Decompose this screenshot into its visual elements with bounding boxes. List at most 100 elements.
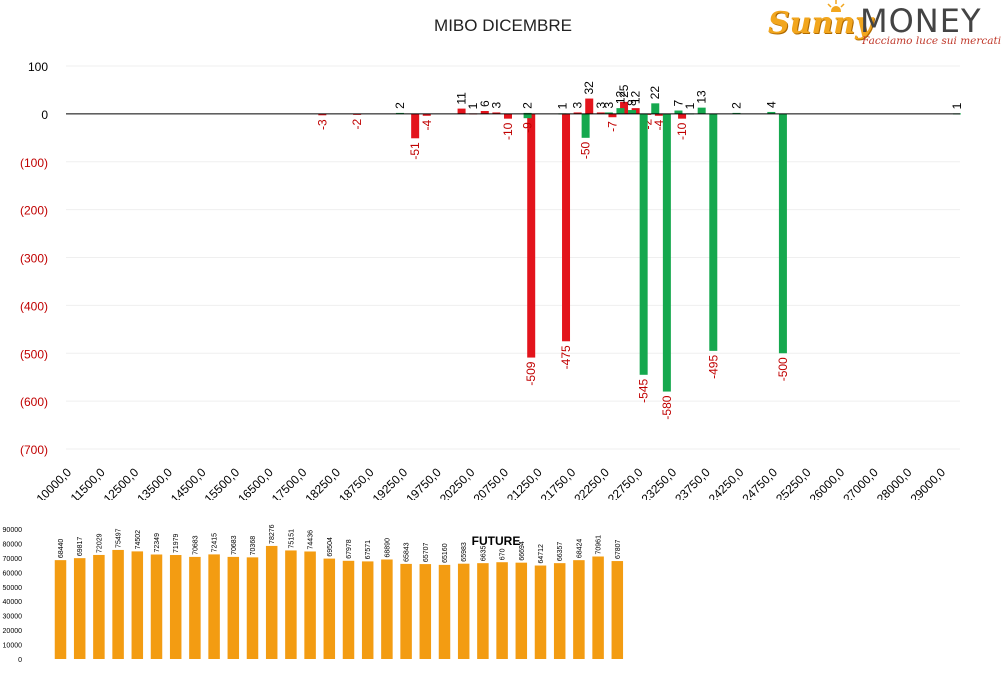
future-bar-label: 75497 bbox=[116, 528, 123, 548]
future-bar bbox=[131, 551, 144, 659]
future-bar-label: 67571 bbox=[365, 540, 372, 560]
future-bar-label: 65983 bbox=[461, 542, 468, 562]
future-bar-label: 66357 bbox=[557, 542, 564, 562]
future-bar-label: 67978 bbox=[346, 539, 353, 559]
bar-data-label: 13 bbox=[695, 90, 709, 104]
logo-money-text: MONEY bbox=[860, 2, 982, 40]
bar-data-label: 7 bbox=[671, 100, 685, 107]
future-bar-label: 69817 bbox=[77, 537, 84, 557]
bar bbox=[492, 112, 501, 114]
bar-data-label: 1 bbox=[555, 102, 569, 109]
future-bar bbox=[515, 562, 528, 659]
future-bar bbox=[457, 563, 470, 659]
future-y-tick-label: 60000 bbox=[3, 570, 23, 577]
bar bbox=[504, 113, 512, 119]
bar bbox=[674, 110, 683, 114]
future-bar bbox=[573, 560, 585, 659]
future-y-tick-label: 30000 bbox=[3, 614, 23, 621]
bar bbox=[562, 113, 571, 342]
future-bar bbox=[93, 554, 105, 659]
future-bar bbox=[438, 564, 451, 659]
bar-data-label: -9 bbox=[521, 122, 535, 133]
bar-data-label: -51 bbox=[408, 142, 422, 160]
bar-data-label: -3 bbox=[315, 119, 329, 130]
bar-data-label: 8 bbox=[625, 99, 639, 106]
bar-data-label: 2 bbox=[393, 102, 407, 109]
future-bar-label: 71979 bbox=[173, 533, 180, 553]
future-bar-label: 72415 bbox=[212, 533, 219, 553]
future-bar bbox=[208, 554, 220, 659]
future-bar-label: 70683 bbox=[231, 535, 238, 555]
bar bbox=[523, 113, 532, 119]
bar bbox=[620, 101, 629, 114]
bar-data-label: 1 bbox=[950, 102, 964, 109]
bar bbox=[639, 113, 648, 375]
future-bar bbox=[246, 557, 259, 659]
future-bar bbox=[54, 560, 67, 659]
bar bbox=[596, 112, 605, 114]
bar bbox=[778, 113, 787, 354]
bar bbox=[480, 111, 489, 114]
future-bar-label: 68440 bbox=[58, 539, 65, 559]
bar-data-label: 12 bbox=[629, 90, 643, 104]
future-bar bbox=[112, 549, 124, 659]
bar-data-label: 2 bbox=[521, 102, 535, 109]
bar-data-label: -50 bbox=[579, 141, 593, 159]
future-bar bbox=[304, 551, 316, 659]
future-bar-label: 68424 bbox=[576, 539, 583, 559]
y-tick-label: (100) bbox=[20, 156, 48, 170]
bar bbox=[318, 113, 327, 116]
bar-data-label: -580 bbox=[660, 395, 674, 419]
bar bbox=[581, 113, 590, 138]
future-bar-label: 72349 bbox=[154, 533, 161, 553]
bar-data-label: 3 bbox=[489, 101, 503, 108]
mibo-options-chart: 100 0 (100) (200) (300) (400) (500) (600) (700) 1… bbox=[20, 60, 964, 500]
future-y-tick-label: 70000 bbox=[3, 556, 23, 563]
future-bar-label: 68890 bbox=[384, 538, 391, 558]
future-bar-label: 70961 bbox=[596, 535, 603, 555]
future-bar-label: 78276 bbox=[269, 524, 276, 544]
bar-data-label: 25 bbox=[617, 84, 631, 98]
y-tick-label: (300) bbox=[20, 252, 48, 266]
bar-data-label: -4 bbox=[420, 119, 434, 130]
future-bar-label: 72029 bbox=[96, 533, 103, 553]
bar-data-label: 1 bbox=[466, 102, 480, 109]
sunny-money-logo: Sunny MONEY Facciamo luce sui mercati bbox=[768, 0, 1001, 48]
y-tick-label: 0 bbox=[41, 108, 48, 122]
bar-data-label: 32 bbox=[582, 81, 596, 95]
bar bbox=[527, 113, 536, 358]
future-bar bbox=[400, 563, 412, 659]
logo-sunny-text: Sunny bbox=[768, 6, 873, 41]
future-bar-label: 670 bbox=[500, 548, 507, 560]
future-y-tick-label: 10000 bbox=[3, 643, 23, 650]
bar-data-label: -545 bbox=[637, 378, 651, 402]
future-y-tick-label: 80000 bbox=[3, 541, 23, 548]
bar bbox=[709, 113, 718, 351]
future-y-tick-label: 40000 bbox=[3, 599, 23, 606]
bar-data-label: -7 bbox=[605, 121, 619, 132]
future-bar-label: 75151 bbox=[288, 529, 295, 549]
y-tick-label: 100 bbox=[28, 60, 48, 74]
bar-data-label: -4 bbox=[652, 119, 666, 130]
bar-data-label: 3 bbox=[602, 101, 616, 108]
bar bbox=[573, 112, 582, 114]
bar-data-label: 6 bbox=[478, 100, 492, 107]
bar bbox=[662, 113, 671, 392]
bar-data-label: 4 bbox=[764, 101, 778, 108]
y-tick-label: (700) bbox=[20, 443, 48, 457]
future-bar bbox=[419, 564, 432, 659]
bar bbox=[678, 113, 687, 119]
future-bar bbox=[381, 559, 393, 659]
bar bbox=[585, 98, 594, 114]
y-tick-label: (400) bbox=[20, 299, 48, 313]
future-bar bbox=[342, 560, 355, 659]
bar-data-label: -2 bbox=[350, 119, 364, 130]
future-y-tick-label: 0 bbox=[18, 657, 22, 664]
bar-data-label: -10 bbox=[675, 122, 689, 140]
future-bar bbox=[227, 556, 240, 659]
bar-data-label: 3 bbox=[571, 101, 585, 108]
y-tick-label: (500) bbox=[20, 347, 48, 361]
bar-data-label: 1 bbox=[683, 102, 697, 109]
future-bar-label: 66694 bbox=[519, 541, 526, 561]
bar-data-label: -10 bbox=[501, 122, 515, 140]
